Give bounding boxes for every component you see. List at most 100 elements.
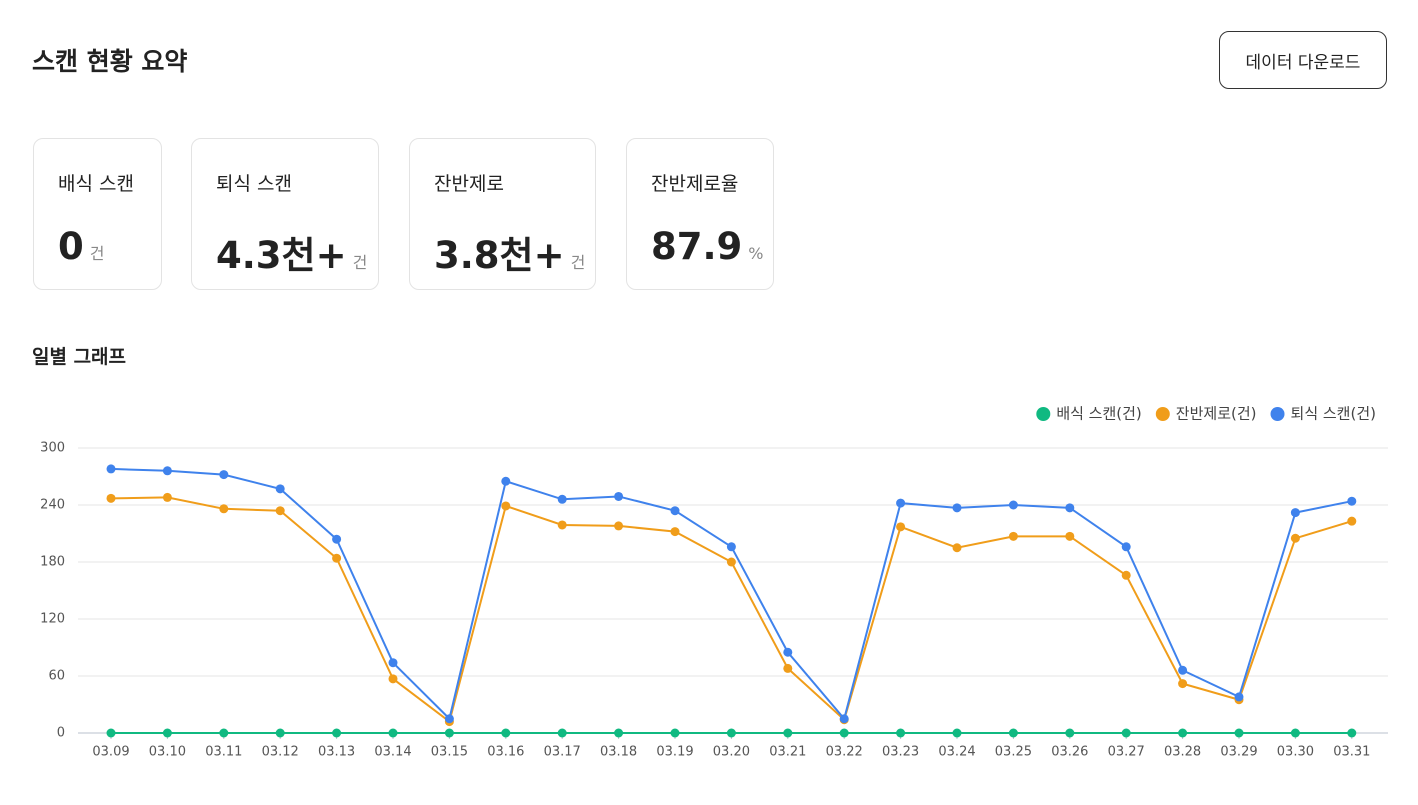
data-point — [1065, 531, 1075, 541]
x-tick-label: 03.29 — [1220, 745, 1257, 760]
data-point — [1178, 665, 1188, 675]
x-tick-label: 03.18 — [600, 745, 637, 760]
data-point — [614, 728, 624, 738]
data-point — [1347, 516, 1357, 526]
x-tick-label: 03.11 — [205, 745, 242, 760]
card-value-row: 87.9% — [651, 225, 764, 268]
page-title: 스캔 현황 요약 — [32, 47, 188, 76]
legend-swatch — [1036, 407, 1051, 421]
y-tick-label: 300 — [40, 441, 65, 456]
x-tick-label: 03.20 — [713, 745, 750, 760]
stat-card: 퇴식 스캔 4.3천+ 건 — [191, 138, 379, 290]
data-point — [219, 470, 229, 480]
card-value: 3.8천+ — [434, 234, 565, 277]
card-unit: 건 — [570, 253, 586, 272]
x-tick-label: 03.30 — [1277, 745, 1314, 760]
card-value: 0 — [58, 225, 84, 268]
data-point — [1121, 728, 1131, 738]
x-tick-label: 03.16 — [487, 745, 524, 760]
series-line — [110, 496, 1353, 724]
x-tick-label: 03.31 — [1333, 745, 1370, 760]
x-tick-label: 03.21 — [769, 745, 806, 760]
card-label: 잔반제로율 — [651, 173, 739, 195]
data-point — [1008, 728, 1018, 738]
x-tick-label: 03.27 — [1108, 745, 1145, 760]
data-point — [106, 728, 116, 738]
data-point — [501, 728, 511, 738]
data-point — [162, 492, 172, 502]
data-point — [1178, 679, 1188, 689]
data-point — [839, 728, 849, 738]
data-point — [557, 520, 567, 530]
data-point — [1347, 496, 1357, 506]
data-point — [1008, 500, 1018, 510]
data-point — [1347, 728, 1357, 738]
legend-label: 잔반제로(건) — [1176, 405, 1257, 423]
x-tick-label: 03.12 — [262, 745, 299, 760]
stat-card: 배식 스캔 0 건 — [33, 138, 162, 290]
x-tick-label: 03.22 — [826, 745, 863, 760]
download-button[interactable]: 데이터 다운로드 — [1219, 31, 1387, 89]
data-point — [275, 728, 285, 738]
data-point — [726, 542, 736, 552]
data-point — [726, 557, 736, 567]
data-point — [219, 728, 229, 738]
data-point — [388, 658, 398, 668]
data-point — [783, 663, 793, 673]
data-point — [1065, 728, 1075, 738]
x-tick-label: 03.09 — [92, 745, 129, 760]
data-point — [444, 728, 454, 738]
data-point — [332, 534, 342, 544]
data-point — [896, 522, 906, 532]
data-point — [1290, 728, 1300, 738]
x-tick-label: 03.23 — [882, 745, 919, 760]
y-tick-label: 180 — [40, 555, 65, 570]
x-tick-label: 03.24 — [938, 745, 975, 760]
x-tick-label: 03.15 — [431, 745, 468, 760]
data-point — [557, 728, 567, 738]
y-tick-label: 120 — [40, 612, 65, 627]
card-unit: % — [748, 244, 764, 263]
card-value-row: 3.8천+ 건 — [434, 225, 585, 279]
data-point — [1290, 508, 1300, 518]
data-point — [1178, 728, 1188, 738]
legend-swatch — [1270, 407, 1285, 421]
data-point — [1065, 503, 1075, 513]
y-tick-label: 60 — [48, 669, 65, 684]
data-point — [783, 728, 793, 738]
y-tick-label: 240 — [40, 498, 65, 513]
x-tick-label: 03.28 — [1164, 745, 1201, 760]
data-point — [670, 527, 680, 537]
data-point — [219, 504, 229, 514]
card-label: 배식 스캔 — [58, 173, 134, 195]
x-tick-label: 03.14 — [374, 745, 411, 760]
data-point — [1290, 533, 1300, 543]
data-point — [1121, 542, 1131, 552]
card-label: 잔반제로 — [434, 173, 504, 195]
data-point — [839, 714, 849, 724]
legend-swatch — [1155, 407, 1170, 421]
data-point — [388, 674, 398, 684]
data-point — [670, 728, 680, 738]
data-point — [896, 498, 906, 508]
data-point — [952, 503, 962, 513]
x-tick-label: 03.10 — [149, 745, 186, 760]
data-point — [332, 553, 342, 563]
legend-label: 배식 스캔(건) — [1056, 405, 1141, 423]
data-point — [783, 647, 793, 657]
data-point — [275, 506, 285, 516]
data-point — [162, 728, 172, 738]
chart-title: 일별 그래프 — [32, 346, 127, 368]
data-point — [332, 728, 342, 738]
data-point — [162, 466, 172, 476]
data-point — [106, 493, 116, 503]
data-point — [106, 464, 116, 474]
data-point — [501, 476, 511, 486]
card-value: 87.9 — [651, 225, 743, 268]
x-tick-label: 03.13 — [318, 745, 355, 760]
data-point — [275, 484, 285, 494]
data-point — [557, 494, 567, 504]
legend: 배식 스캔(건) 잔반제로(건) 퇴식 스캔(건) — [1036, 405, 1376, 423]
